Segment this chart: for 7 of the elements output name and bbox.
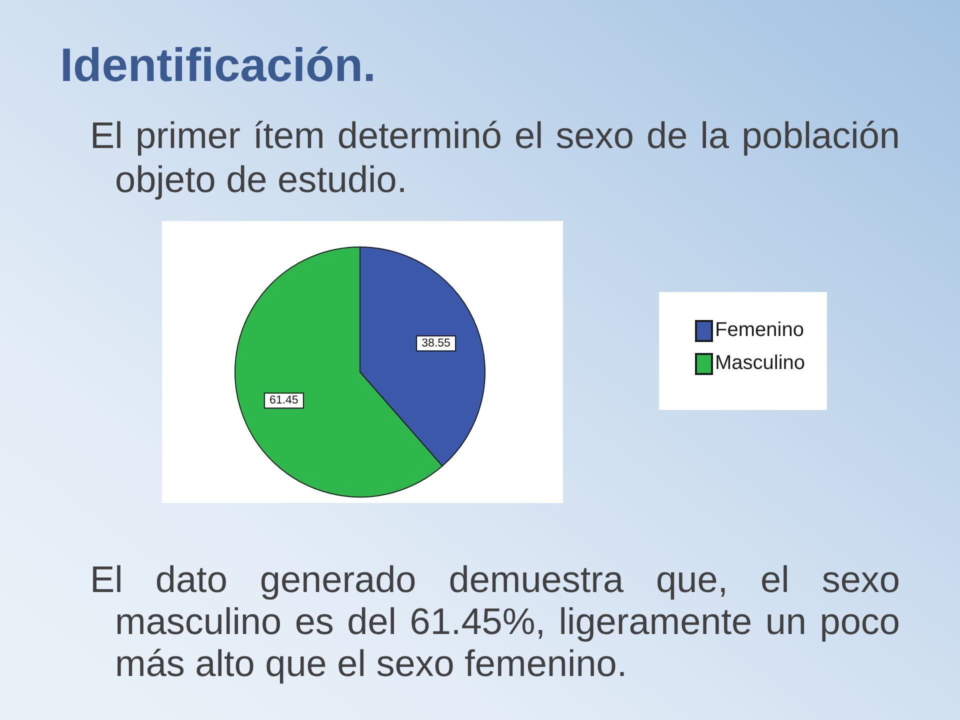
- data-label: 38.55: [422, 337, 450, 350]
- legend-label: Masculino: [715, 352, 806, 375]
- chart-title: Identificación.: [60, 38, 376, 91]
- data-label: 61.45: [270, 394, 298, 407]
- chart-subtitle: El primer ítem determinó el sexo de la población objeto de estudio.: [90, 115, 900, 200]
- text: El dato generado demuestra que, el sexo masculino es del 61.45%, ligeramente un poco más alto que el sexo femenino.: [90, 559, 900, 684]
- legend-label: Femenino: [715, 319, 804, 342]
